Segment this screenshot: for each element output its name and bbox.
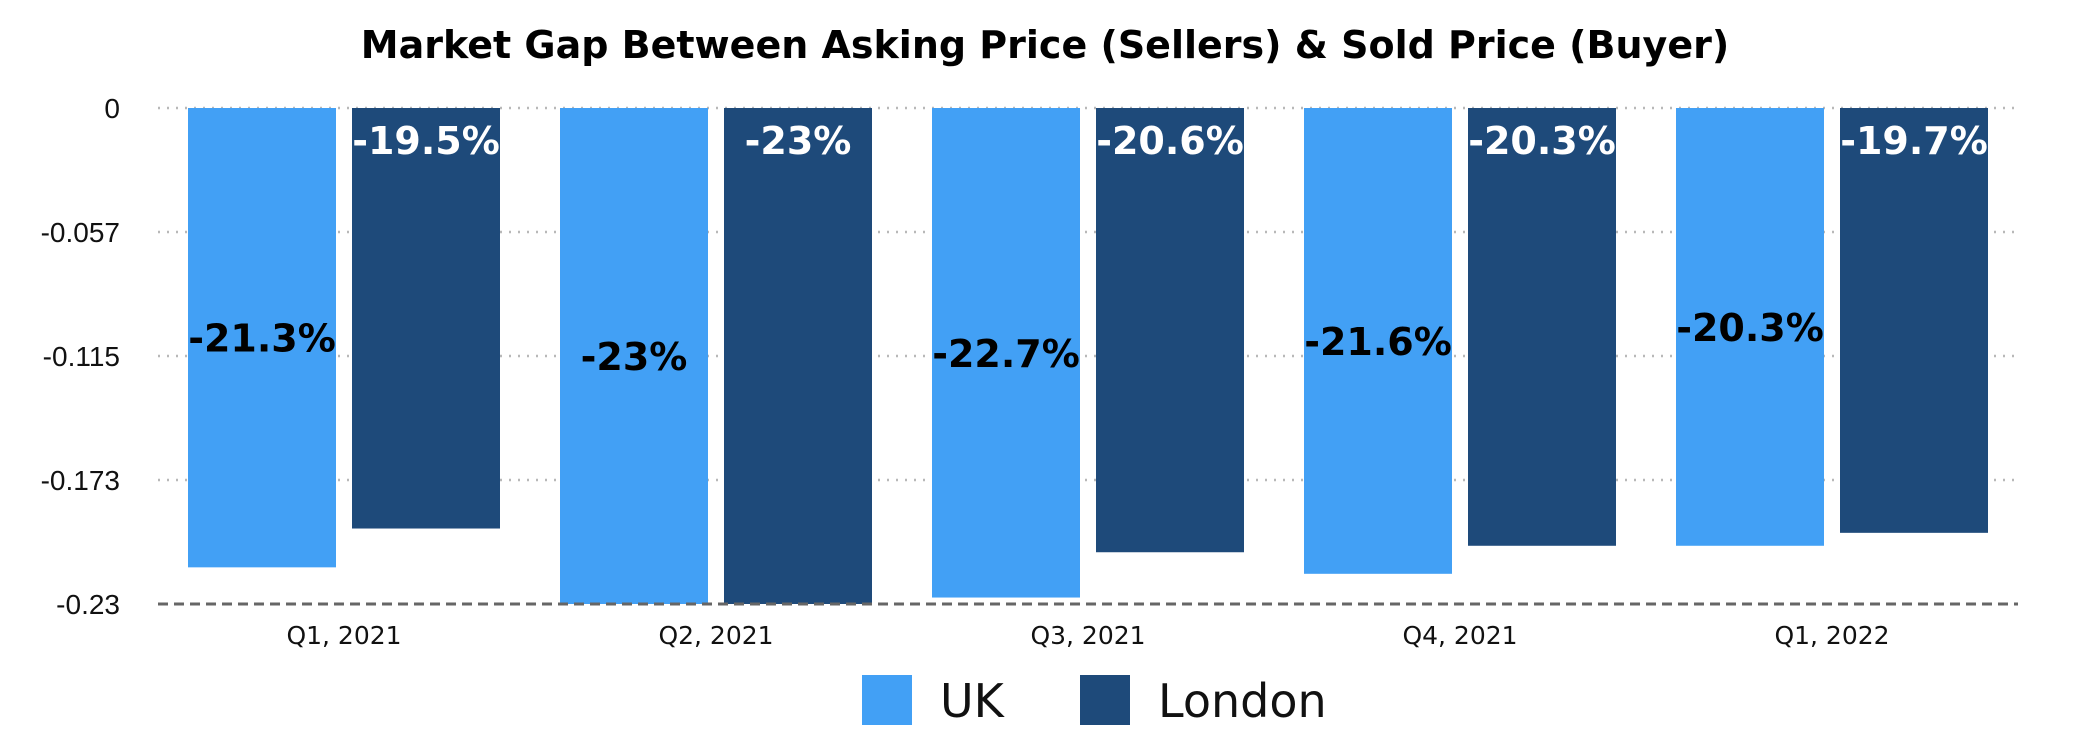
legend-swatch-london	[1080, 675, 1130, 725]
bar-london-3	[1096, 108, 1244, 553]
x-tick-label: Q2, 2021	[658, 621, 773, 650]
bar-london-5	[1840, 108, 1988, 533]
legend-label-london: London	[1158, 674, 1327, 728]
x-tick-label: Q3, 2021	[1030, 621, 1145, 650]
y-tick-label: -0.173	[41, 465, 120, 496]
chart-title: Market Gap Between Asking Price (Sellers…	[361, 23, 1729, 67]
bar-uk-3	[932, 108, 1080, 598]
data-label-london: -20.3%	[1468, 119, 1616, 163]
bar-uk-4	[1304, 108, 1452, 574]
legend: UK London	[862, 674, 1327, 728]
data-label-london: -23%	[745, 119, 852, 163]
data-labels: -21.3% -19.5% -23% -23% -22.7% -20.6% -21.6% -2…	[188, 119, 1988, 379]
bar-uk-1	[188, 108, 336, 568]
data-label-london: -19.5%	[352, 119, 500, 163]
x-tick-label: Q1, 2022	[1774, 621, 1889, 650]
legend-label-uk: UK	[940, 674, 1006, 728]
bar-london-1	[352, 108, 500, 529]
bars	[188, 108, 1988, 604]
bar-london-4	[1468, 108, 1616, 546]
data-label-uk: -23%	[581, 335, 688, 379]
y-tick-label: -0.115	[43, 341, 120, 372]
data-label-london: -19.7%	[1840, 119, 1988, 163]
axes: 0 -0.057 -0.115 -0.173 -0.23 Q1, 2021 Q2, 2021…	[41, 93, 2018, 650]
data-label-london: -20.6%	[1096, 119, 1244, 163]
bar-london-2	[724, 108, 872, 604]
data-label-uk: -21.6%	[1304, 320, 1452, 364]
legend-swatch-uk	[862, 675, 912, 725]
data-label-uk: -22.7%	[932, 332, 1080, 376]
y-tick-label: 0	[104, 93, 120, 124]
data-label-uk: -20.3%	[1676, 306, 1824, 350]
x-tick-label: Q1, 2021	[286, 621, 401, 650]
bar-uk-2	[560, 108, 708, 604]
y-tick-label: -0.23	[56, 589, 120, 620]
bar-uk-5	[1676, 108, 1824, 546]
x-tick-label: Q4, 2021	[1402, 621, 1517, 650]
y-tick-label: -0.057	[41, 217, 120, 248]
data-label-uk: -21.3%	[188, 317, 336, 361]
